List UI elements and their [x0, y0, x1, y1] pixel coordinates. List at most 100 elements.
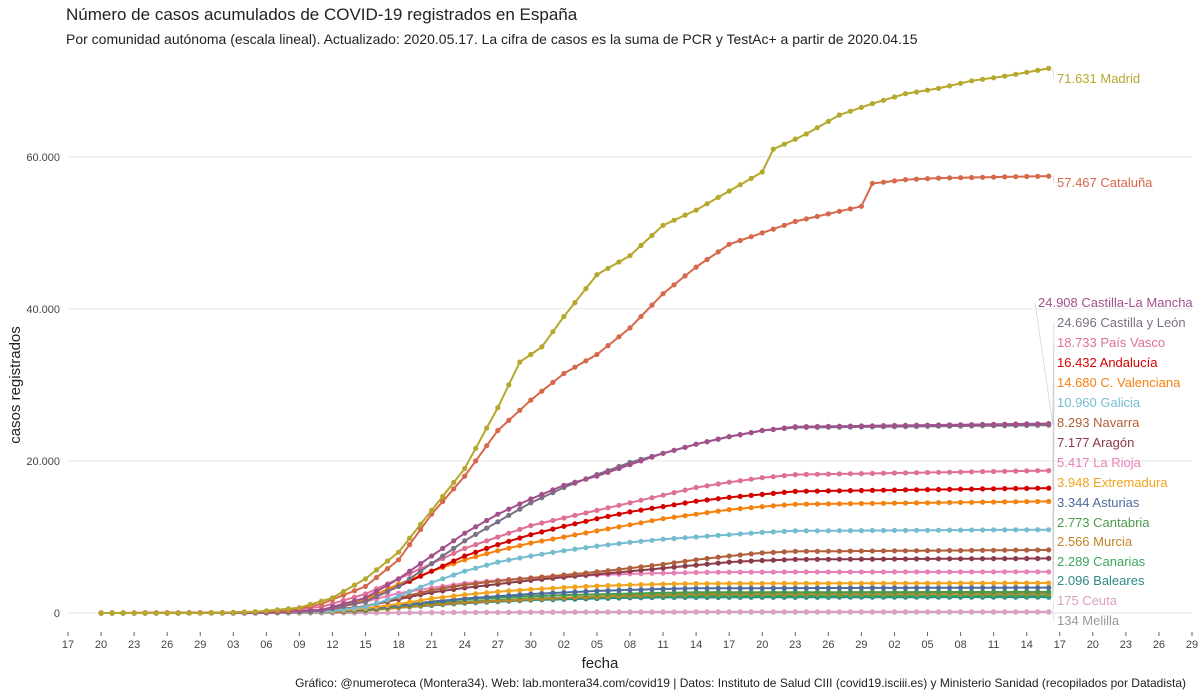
- data-point: [847, 501, 854, 507]
- series-end-label: 57.467 Cataluña: [1057, 175, 1153, 190]
- data-point: [980, 609, 986, 615]
- data-point: [539, 529, 545, 535]
- data-point: [748, 492, 754, 498]
- data-point: [1024, 421, 1030, 427]
- data-point: [418, 521, 424, 527]
- data-point: [462, 568, 468, 574]
- data-point: [980, 547, 986, 553]
- label-leader-line: [1052, 68, 1055, 80]
- data-point: [407, 542, 413, 548]
- data-point: [671, 502, 677, 508]
- data-point: [759, 504, 765, 510]
- data-point: [803, 471, 809, 477]
- data-point: [1013, 421, 1019, 427]
- data-point: [958, 547, 964, 554]
- data-point: [1035, 498, 1041, 505]
- data-point: [726, 434, 732, 440]
- data-point: [991, 468, 997, 475]
- x-tick-label: 27: [492, 639, 504, 651]
- data-point: [583, 510, 589, 516]
- data-point: [902, 500, 909, 506]
- data-point: [803, 585, 809, 591]
- data-point: [980, 469, 986, 475]
- data-point: [1024, 580, 1030, 586]
- data-point: [935, 589, 942, 595]
- data-point: [726, 507, 732, 513]
- data-point: [682, 212, 688, 218]
- data-point: [682, 581, 688, 587]
- data-point: [396, 583, 402, 590]
- data-point: [1002, 499, 1008, 505]
- data-point: [164, 610, 170, 616]
- data-point: [1002, 486, 1008, 492]
- series-end-label: 2.289 Canarias: [1057, 554, 1146, 569]
- data-point: [1002, 580, 1008, 586]
- data-point: [627, 582, 633, 588]
- data-point: [836, 528, 843, 534]
- data-point: [429, 507, 435, 513]
- data-point: [473, 542, 479, 548]
- data-point: [594, 609, 600, 615]
- data-point: [495, 511, 501, 517]
- data-point: [693, 589, 699, 595]
- data-point: [385, 582, 391, 588]
- data-point: [451, 572, 457, 578]
- data-point: [902, 487, 909, 493]
- data-point: [506, 538, 512, 544]
- data-point: [748, 609, 754, 615]
- data-point: [451, 597, 457, 603]
- data-point: [484, 517, 490, 524]
- x-tick-label: 23: [789, 639, 801, 651]
- data-point: [418, 597, 424, 603]
- data-point: [539, 609, 545, 615]
- data-point: [451, 584, 457, 590]
- data-point: [704, 439, 710, 445]
- data-point: [924, 569, 931, 575]
- data-point: [649, 302, 655, 308]
- data-point: [517, 543, 523, 549]
- data-point: [869, 589, 876, 595]
- data-point: [726, 609, 732, 615]
- data-point: [737, 558, 743, 565]
- data-point: [693, 585, 699, 591]
- data-point: [737, 493, 743, 499]
- data-point: [836, 589, 843, 595]
- data-point: [627, 609, 633, 615]
- data-point: [880, 556, 887, 562]
- chart-subtitle: Por comunidad autónoma (escala lineal). …: [66, 31, 918, 47]
- data-point: [935, 585, 942, 591]
- data-point: [407, 589, 413, 595]
- data-point: [616, 524, 622, 530]
- data-point: [980, 174, 986, 180]
- data-point: [935, 500, 942, 506]
- data-point: [958, 499, 964, 505]
- data-point: [1035, 569, 1041, 575]
- data-point: [440, 493, 446, 499]
- data-point: [814, 528, 820, 534]
- data-point: [947, 499, 953, 506]
- data-point: [969, 569, 975, 575]
- data-point: [517, 592, 523, 598]
- data-point: [891, 569, 898, 575]
- data-point: [891, 548, 898, 554]
- data-point: [913, 548, 920, 554]
- data-point: [1002, 174, 1008, 180]
- series-end-label: 3.344 Asturias: [1057, 495, 1140, 510]
- data-point: [429, 609, 435, 616]
- data-point: [572, 609, 578, 615]
- data-point: [913, 470, 920, 476]
- data-point: [792, 556, 798, 563]
- series-end-label: 5.417 La Rioja: [1057, 455, 1142, 470]
- y-tick-label: 20.000: [26, 456, 60, 468]
- data-point: [969, 486, 975, 492]
- series-end-label: 2.096 Baleares: [1057, 573, 1145, 588]
- data-point: [847, 580, 854, 586]
- data-point: [836, 548, 843, 554]
- data-point: [484, 594, 490, 600]
- data-point: [935, 580, 942, 586]
- data-point: [715, 609, 721, 615]
- data-point: [528, 553, 534, 559]
- data-point: [803, 556, 809, 563]
- data-point: [638, 582, 644, 588]
- data-point: [440, 545, 446, 552]
